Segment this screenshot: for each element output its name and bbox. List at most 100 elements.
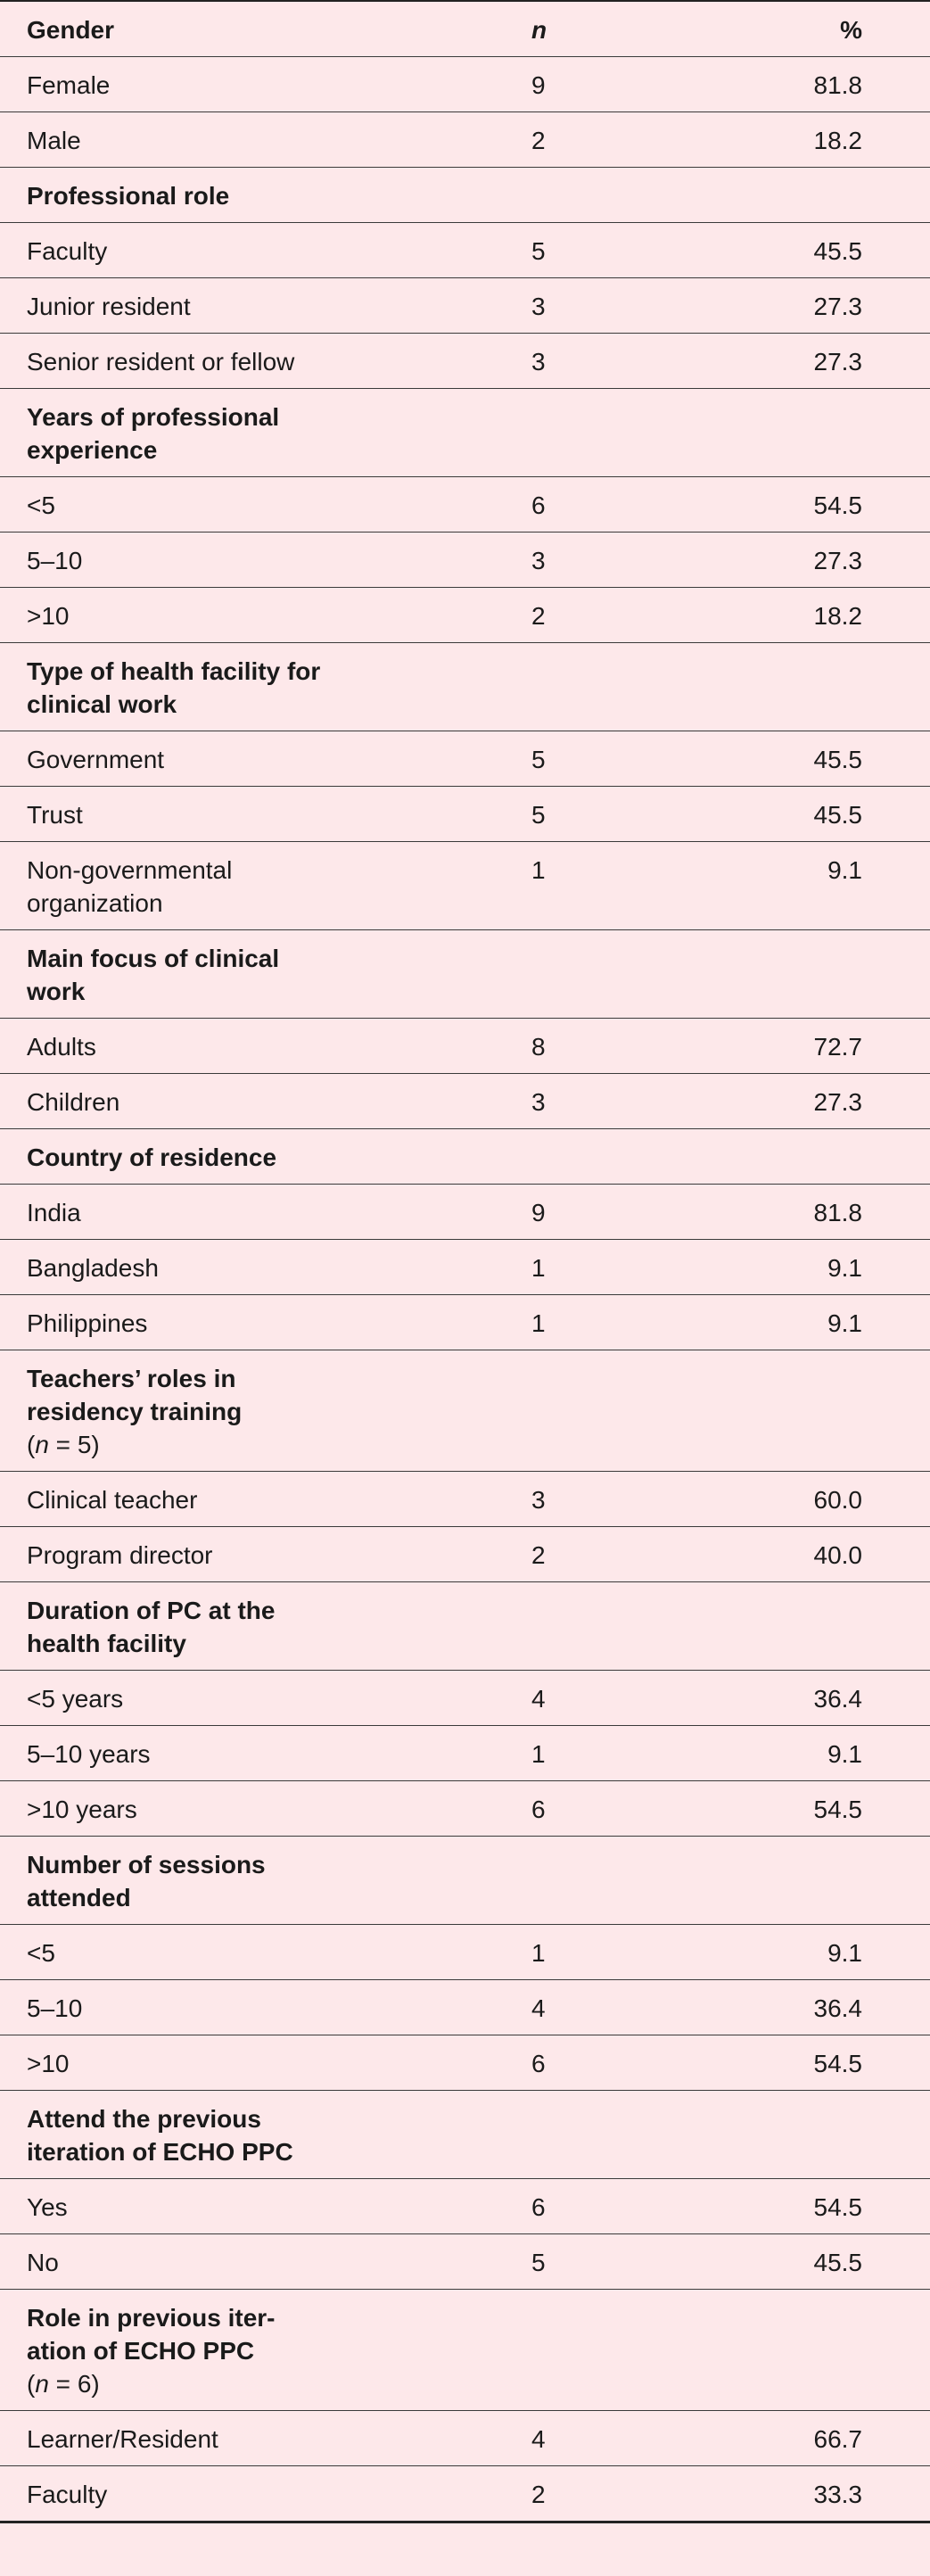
section-title: Type of health facility for clinical wor…: [27, 657, 321, 718]
table-row: Junior resident 3 27.3: [0, 278, 930, 334]
row-n: 3: [531, 1088, 546, 1116]
row-label: Children: [27, 1088, 120, 1116]
row-percent: 66.7: [813, 2425, 863, 2453]
table-row: Male 2 18.2: [0, 112, 930, 168]
row-percent: 60.0: [813, 1486, 863, 1514]
table-row: Program director 2 40.0: [0, 1527, 930, 1582]
table-row: Learner/Resident 4 66.7: [0, 2411, 930, 2466]
row-percent: 18.2: [813, 127, 863, 154]
note-value: = 6): [48, 2370, 100, 2398]
row-label: <5: [27, 1939, 55, 1967]
table-row: <5 6 54.5: [0, 477, 930, 533]
row-percent: 72.7: [813, 1033, 863, 1061]
row-percent: 45.5: [813, 746, 863, 773]
section-note: (n = 6): [27, 2370, 100, 2398]
table-row: India 9 81.8: [0, 1185, 930, 1240]
row-percent: 54.5: [813, 2050, 863, 2077]
table-row: 5–10 4 36.4: [0, 1980, 930, 2035]
section-header-professional-role: Professional role: [0, 168, 930, 223]
section-title: Number of sessions attended: [27, 1851, 266, 1911]
row-label: >10 years: [27, 1796, 137, 1823]
section-header-focus: Main focus of clinical work: [0, 930, 930, 1019]
row-percent: 81.8: [813, 1199, 863, 1226]
note-value: = 5): [48, 1431, 100, 1458]
table-row: Faculty 5 45.5: [0, 223, 930, 278]
row-n: 6: [531, 1796, 546, 1823]
row-label: >10: [27, 602, 70, 630]
header-n: n: [531, 16, 547, 44]
table-row: >10 years 6 54.5: [0, 1781, 930, 1837]
row-n: 8: [531, 1033, 546, 1061]
section-title: Country of residence: [27, 1144, 277, 1171]
row-label: Adults: [27, 1033, 96, 1061]
row-percent: 27.3: [813, 348, 863, 376]
row-label: Bangladesh: [27, 1254, 159, 1282]
row-percent: 36.4: [813, 1994, 863, 2022]
row-n: 5: [531, 237, 546, 265]
row-percent: 9.1: [827, 856, 862, 884]
row-label: Yes: [27, 2193, 68, 2221]
table-row: Faculty 2 33.3: [0, 2466, 930, 2522]
row-n: 3: [531, 293, 546, 320]
row-n: 6: [531, 2050, 546, 2077]
row-percent: 45.5: [813, 237, 863, 265]
row-n: 2: [531, 602, 546, 630]
section-header-duration: Duration of PC at the health facility: [0, 1582, 930, 1671]
table-row: >10 6 54.5: [0, 2035, 930, 2091]
table-row: Female 9 81.8: [0, 57, 930, 112]
section-title: Duration of PC at the health facility: [27, 1597, 276, 1657]
section-header-facility: Type of health facility for clinical wor…: [0, 643, 930, 731]
note-variable: n: [35, 2370, 49, 2398]
row-n: 1: [531, 856, 546, 884]
row-n: 1: [531, 1254, 546, 1282]
section-header-experience: Years of professional experience: [0, 389, 930, 477]
row-n: 5: [531, 801, 546, 829]
table-row: Yes 6 54.5: [0, 2179, 930, 2234]
table-row: Government 5 45.5: [0, 731, 930, 787]
table-row: Trust 5 45.5: [0, 787, 930, 842]
row-n: 9: [531, 1199, 546, 1226]
row-label: Government: [27, 746, 165, 773]
section-title: Main focus of clinical work: [27, 945, 280, 1005]
table-row: Adults 8 72.7: [0, 1019, 930, 1074]
section-title: Years of professional experience: [27, 403, 280, 464]
row-label: Clinical teacher: [27, 1486, 198, 1514]
demographics-table: Gender n % Female 9 81.8 Male 2 18.2 Pro…: [0, 0, 930, 2523]
section-note: (n = 5): [27, 1431, 100, 1458]
row-label: Male: [27, 127, 81, 154]
row-n: 4: [531, 1685, 546, 1713]
row-n: 1: [531, 1939, 546, 1967]
row-n: 6: [531, 491, 546, 519]
table-row: Senior resident or fellow 3 27.3: [0, 334, 930, 389]
row-label: Senior resident or fellow: [27, 348, 295, 376]
row-label: <5 years: [27, 1685, 124, 1713]
row-label: Female: [27, 71, 111, 99]
table-row: <5 1 9.1: [0, 1925, 930, 1980]
row-percent: 9.1: [827, 1939, 862, 1967]
header-gender: Gender: [27, 16, 115, 44]
row-n: 1: [531, 1740, 546, 1768]
row-n: 5: [531, 2249, 546, 2276]
table-row: >10 2 18.2: [0, 588, 930, 643]
row-n: 2: [531, 2481, 546, 2508]
row-percent: 9.1: [827, 1740, 862, 1768]
table-row: 5–10 years 1 9.1: [0, 1726, 930, 1781]
table-row: 5–10 3 27.3: [0, 533, 930, 588]
table-row: Philippines 1 9.1: [0, 1295, 930, 1350]
row-n: 3: [531, 547, 546, 574]
row-label: Junior resident: [27, 293, 191, 320]
row-label: Learner/Resident: [27, 2425, 218, 2453]
row-percent: 81.8: [813, 71, 863, 99]
table-row: Children 3 27.3: [0, 1074, 930, 1129]
row-n: 6: [531, 2193, 546, 2221]
row-label: <5: [27, 491, 55, 519]
section-header-previous-role: Role in previous iter-ation of ECHO PPC …: [0, 2290, 930, 2411]
row-label: Faculty: [27, 2481, 108, 2508]
row-n: 3: [531, 1486, 546, 1514]
row-label: >10: [27, 2050, 70, 2077]
row-label: 5–10 years: [27, 1740, 151, 1768]
row-percent: 9.1: [827, 1309, 862, 1337]
row-percent: 54.5: [813, 491, 863, 519]
table-row: Bangladesh 1 9.1: [0, 1240, 930, 1295]
row-percent: 27.3: [813, 293, 863, 320]
